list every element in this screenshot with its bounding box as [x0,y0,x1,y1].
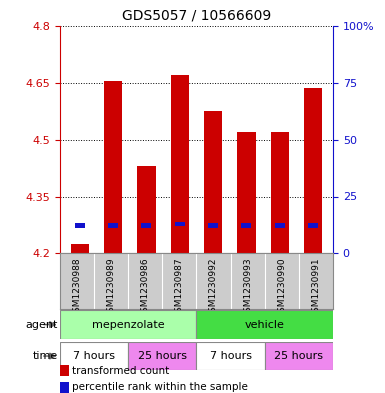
Text: agent: agent [25,320,58,330]
Text: 7 hours: 7 hours [209,351,251,361]
Text: GSM1230987: GSM1230987 [175,257,184,318]
Bar [171,75,189,253]
Bar [75,223,85,228]
Text: GSM1230993: GSM1230993 [243,257,252,318]
Bar [60,342,128,370]
Bar [308,223,318,228]
Bar [304,88,322,253]
Text: GSM1230986: GSM1230986 [141,257,150,318]
Text: 25 hours: 25 hours [138,351,187,361]
Text: 7 hours: 7 hours [73,351,115,361]
Text: time: time [32,351,58,361]
Text: mepenzolate: mepenzolate [92,320,164,330]
Text: percentile rank within the sample: percentile rank within the sample [72,382,248,393]
Bar [70,244,89,253]
Bar [204,111,222,253]
Title: GDS5057 / 10566609: GDS5057 / 10566609 [122,9,271,23]
Bar [108,223,118,228]
Bar [208,223,218,228]
Text: GSM1230989: GSM1230989 [106,257,115,318]
Bar [241,223,251,228]
Bar [137,166,156,253]
Bar [104,81,122,253]
Text: GSM1230988: GSM1230988 [72,257,81,318]
Bar [237,132,256,253]
Text: GSM1230991: GSM1230991 [311,257,320,318]
Text: GSM1230990: GSM1230990 [277,257,286,318]
Bar [128,342,196,370]
Text: vehicle: vehicle [245,320,285,330]
Bar [196,342,264,370]
Bar [175,222,185,226]
Text: transformed count: transformed count [72,366,169,376]
Bar [141,223,151,228]
Text: 25 hours: 25 hours [275,351,323,361]
Bar [196,310,333,339]
Bar [275,223,285,228]
Text: GSM1230992: GSM1230992 [209,257,218,318]
Bar [271,132,289,253]
Bar [265,342,333,370]
Bar [60,310,196,339]
